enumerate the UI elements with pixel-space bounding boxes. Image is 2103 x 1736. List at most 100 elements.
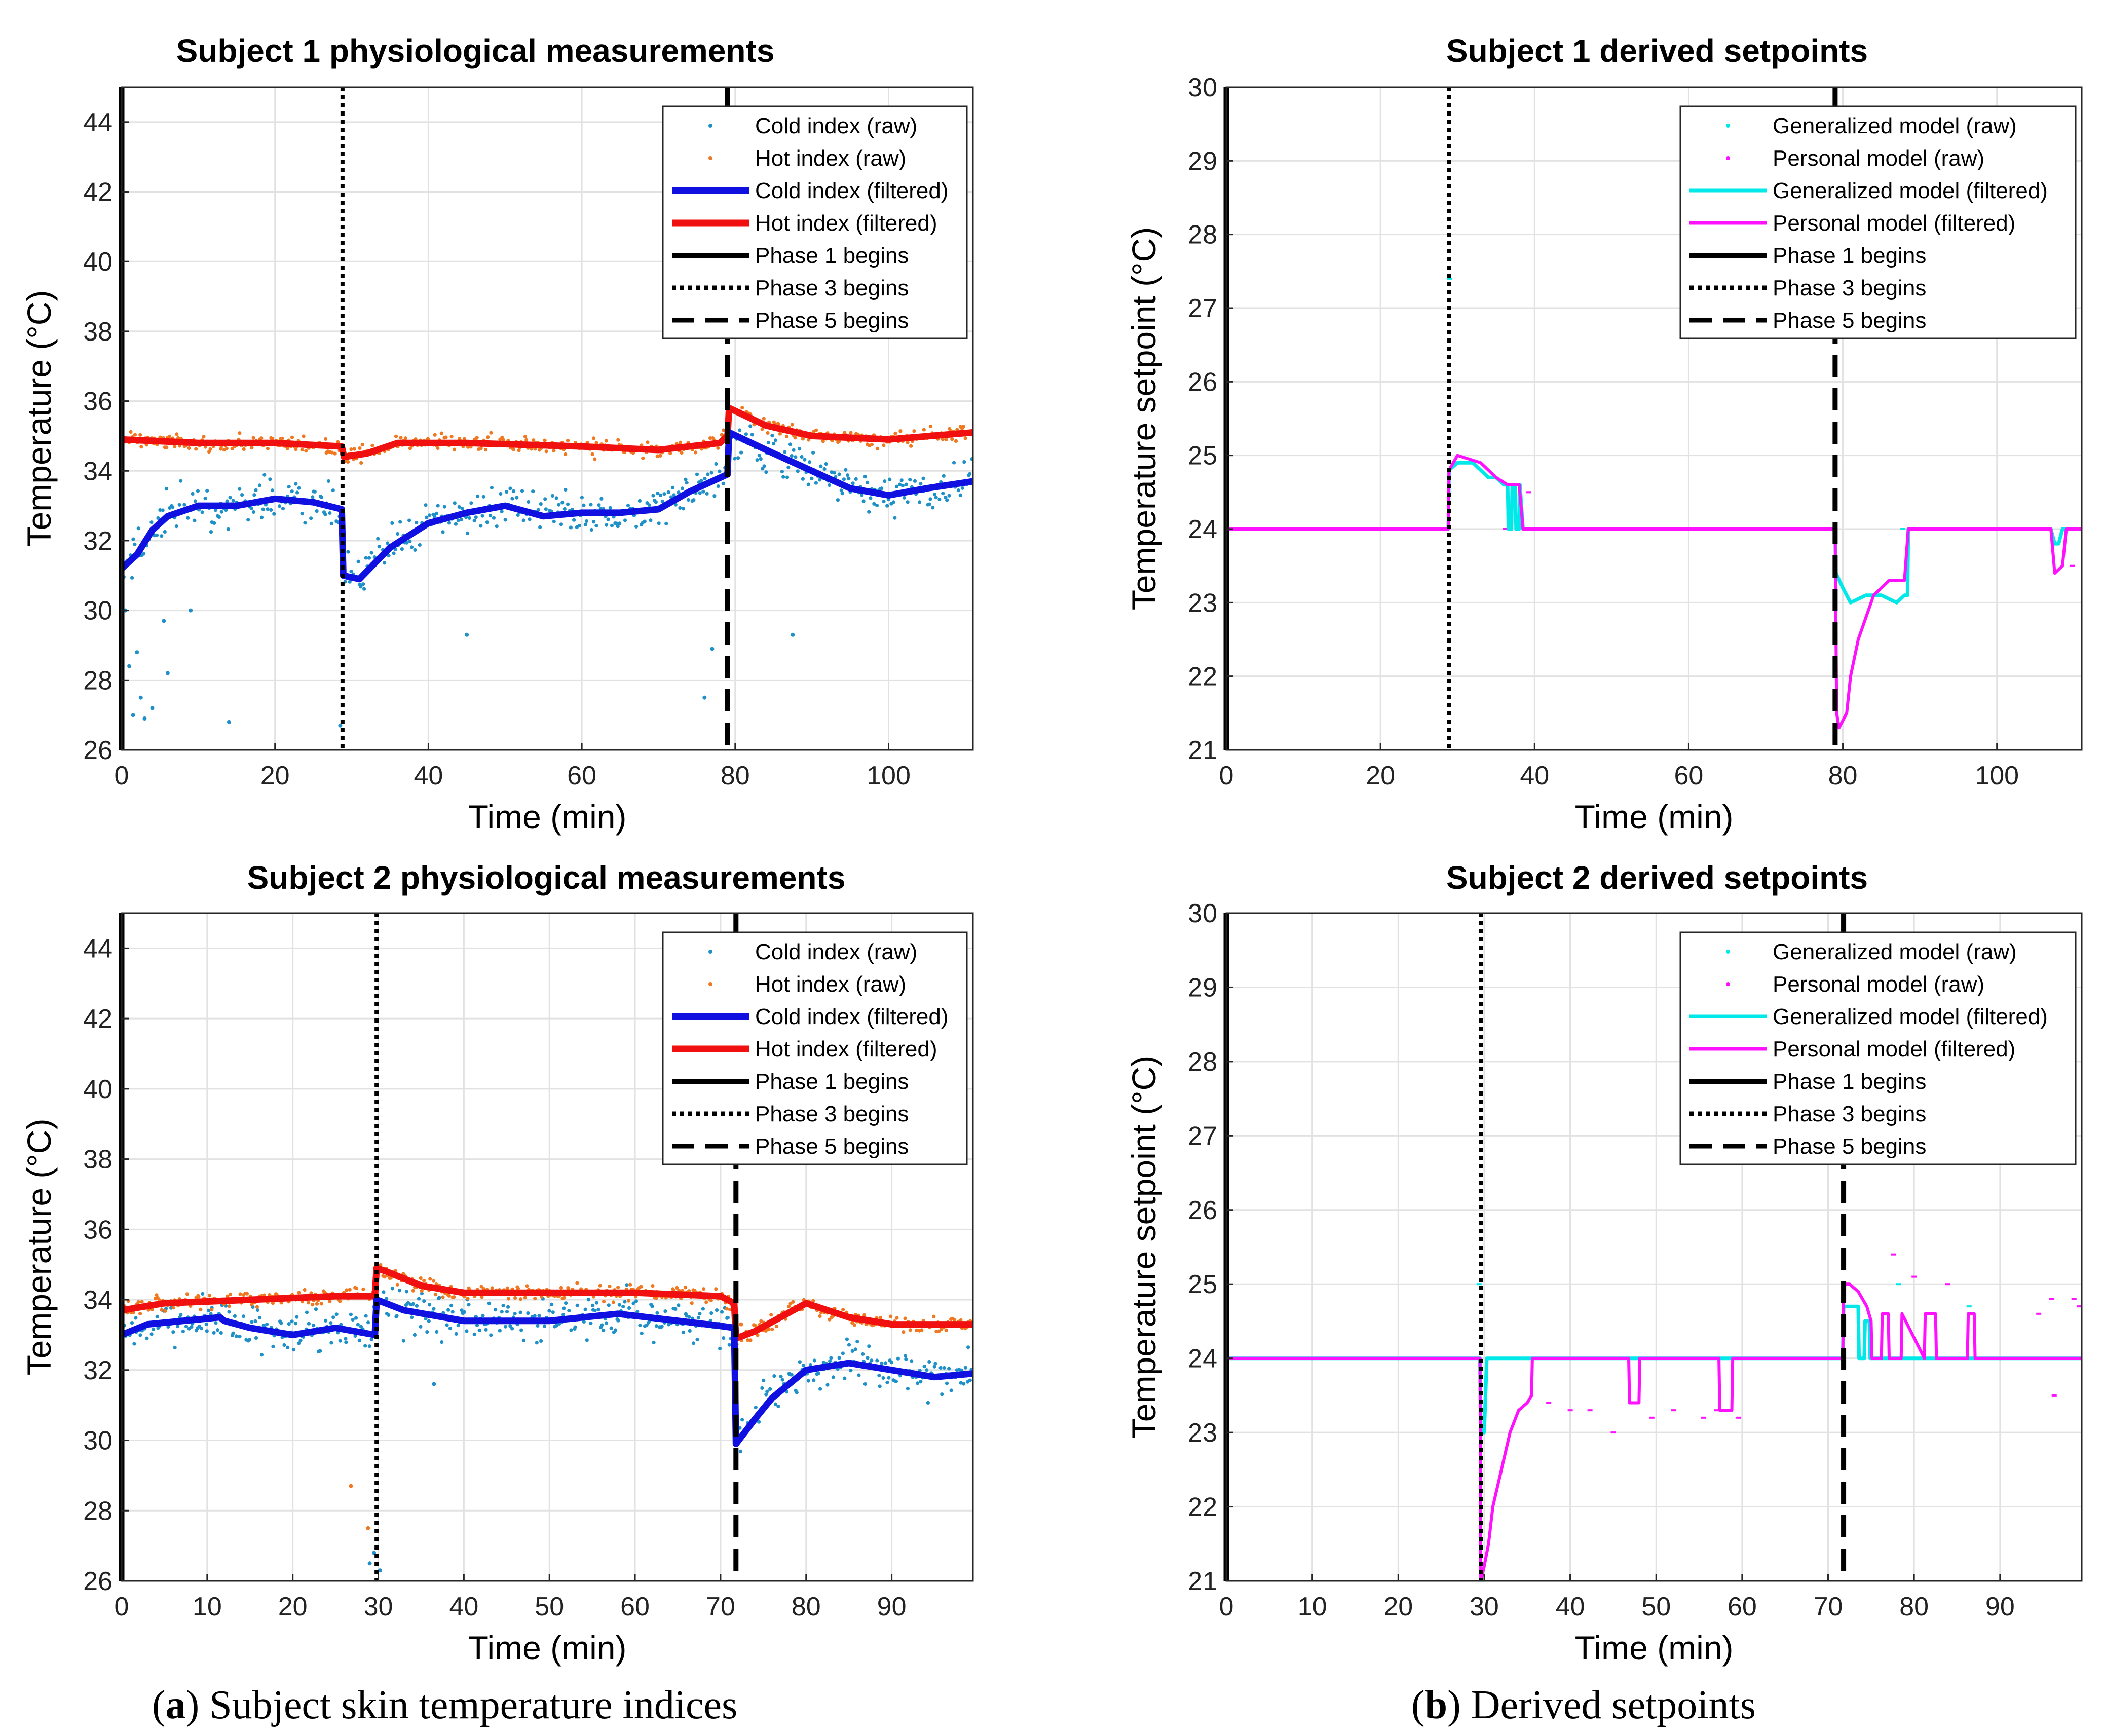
raw-point [814, 481, 818, 485]
raw-point [933, 1362, 937, 1366]
raw-point [759, 1319, 763, 1323]
raw-point [756, 1333, 760, 1337]
raw-point [773, 438, 777, 442]
raw-point [174, 524, 178, 529]
raw-point [291, 1348, 296, 1352]
raw-point [362, 587, 366, 591]
raw-point [518, 1310, 522, 1314]
raw-point [173, 444, 177, 448]
legend-label: Hot index (raw) [755, 146, 906, 171]
raw-point [533, 1297, 537, 1301]
raw-point [255, 1305, 259, 1309]
raw-point [334, 1312, 339, 1316]
raw-point [904, 1357, 908, 1362]
raw-point [171, 1330, 175, 1334]
raw-point [403, 436, 407, 440]
raw-point [808, 1363, 812, 1367]
raw-point [513, 1312, 517, 1316]
raw-point [254, 1336, 258, 1340]
raw-point [772, 1374, 776, 1378]
raw-point [602, 1328, 606, 1333]
x-tick-label: 20 [260, 761, 290, 790]
raw-point [1546, 1402, 1552, 1404]
raw-point [551, 1310, 555, 1314]
legend-label: Personal model (filtered) [1773, 211, 2015, 236]
raw-point [454, 522, 458, 526]
raw-point [786, 465, 791, 469]
raw-point [176, 1324, 180, 1329]
raw-point [537, 1313, 541, 1318]
raw-point [695, 472, 699, 476]
raw-point [792, 448, 796, 452]
raw-point [280, 436, 284, 440]
raw-point [462, 1310, 467, 1314]
raw-point [367, 556, 371, 560]
chart-s2-meas: 0 10 20 30 40 50 60 70 80 90 26 28 30 32 34 36 38 40 42 44 S… [20, 859, 974, 1667]
legend-label: Cold index (filtered) [755, 178, 949, 203]
raw-point [617, 1303, 621, 1307]
raw-point [684, 1286, 688, 1290]
legend-sample-cold-index-raw [708, 950, 712, 954]
raw-point [597, 503, 601, 507]
raw-point [953, 1318, 957, 1322]
legend-label: Phase 1 begins [1773, 1069, 1926, 1094]
raw-point [762, 464, 766, 468]
raw-point [305, 1310, 309, 1314]
raw-point [511, 489, 516, 493]
raw-point [600, 1323, 604, 1327]
raw-point [916, 1381, 920, 1385]
y-tick-label: 25 [1188, 441, 1217, 471]
raw-point [364, 1314, 368, 1318]
raw-point [610, 523, 614, 527]
raw-point [363, 1344, 367, 1348]
raw-point [658, 493, 662, 497]
raw-point [885, 504, 889, 508]
raw-point [306, 1301, 311, 1305]
raw-point [532, 438, 536, 442]
raw-point [358, 446, 362, 450]
raw-point [313, 489, 317, 494]
raw-point [968, 472, 972, 476]
raw-point [837, 472, 841, 476]
raw-outlier-point [138, 695, 143, 700]
x-tick-label: 50 [1641, 1592, 1671, 1621]
raw-point [506, 1305, 510, 1309]
raw-point [863, 475, 867, 479]
raw-point [164, 487, 168, 491]
raw-point [253, 1319, 257, 1323]
raw-point [448, 1327, 453, 1331]
raw-point [746, 1338, 750, 1342]
raw-point [508, 1324, 512, 1328]
y-tick-label: 36 [83, 387, 112, 417]
raw-point [828, 483, 832, 487]
raw-point [160, 534, 164, 538]
raw-point [450, 1310, 455, 1314]
raw-point [812, 1378, 816, 1382]
y-tick-label: 30 [83, 596, 112, 626]
raw-point [344, 1340, 348, 1344]
raw-point [346, 550, 350, 554]
raw-point [213, 508, 217, 512]
raw-point [149, 1332, 154, 1336]
raw-point [927, 502, 931, 506]
raw-point [944, 496, 948, 500]
raw-point [331, 488, 335, 493]
raw-point [611, 1300, 615, 1304]
raw-point [383, 1275, 387, 1279]
x-tick-label: 70 [1814, 1592, 1843, 1621]
y-tick-label: 21 [1188, 736, 1217, 765]
raw-point [938, 1366, 943, 1370]
raw-point [1900, 528, 1906, 530]
y-tick-label: 30 [1188, 899, 1217, 928]
raw-point [934, 496, 938, 500]
raw-point [780, 470, 784, 474]
raw-point [801, 477, 805, 481]
raw-point [444, 435, 448, 439]
raw-point [853, 1347, 857, 1351]
raw-point [357, 1338, 362, 1342]
raw-point [621, 1305, 625, 1309]
raw-point [498, 1329, 502, 1333]
raw-outlier-point [165, 671, 170, 675]
raw-point [133, 433, 137, 437]
raw-point [596, 1307, 600, 1311]
